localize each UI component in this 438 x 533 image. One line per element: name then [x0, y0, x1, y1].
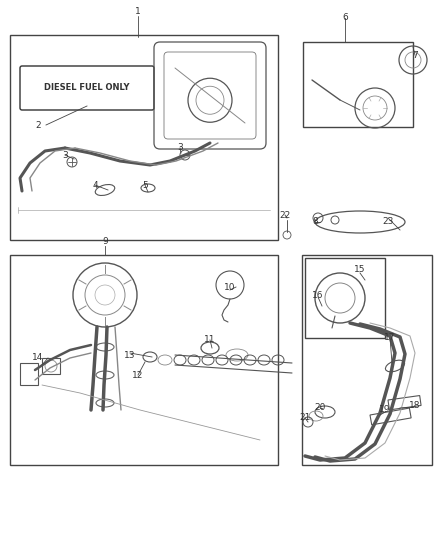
Text: 23: 23	[382, 217, 394, 227]
Text: 16: 16	[312, 290, 324, 300]
Text: 6: 6	[342, 13, 348, 22]
Text: 19: 19	[379, 406, 391, 415]
Text: 7: 7	[412, 51, 418, 60]
Text: 22: 22	[279, 211, 291, 220]
Text: 13: 13	[124, 351, 136, 359]
Bar	[303, 42, 413, 127]
Text: 14: 14	[32, 353, 44, 362]
Text: DIESEL FUEL ONLY: DIESEL FUEL ONLY	[44, 84, 130, 93]
Text: 9: 9	[102, 238, 108, 246]
Text: 12: 12	[132, 370, 144, 379]
Bar	[305, 258, 385, 338]
Bar	[10, 255, 278, 465]
Bar	[370, 408, 411, 425]
Text: 17: 17	[384, 334, 396, 343]
Text: 4: 4	[92, 181, 98, 190]
Text: 10: 10	[224, 284, 236, 293]
Bar	[302, 255, 432, 465]
Bar	[20, 363, 38, 385]
Text: 2: 2	[35, 120, 41, 130]
Bar	[42, 358, 60, 374]
Text: 11: 11	[204, 335, 216, 344]
Text: 3: 3	[62, 150, 68, 159]
Text: 21: 21	[299, 414, 311, 423]
Text: 20: 20	[314, 403, 326, 413]
Text: 18: 18	[409, 400, 421, 409]
Text: 15: 15	[354, 265, 366, 274]
Bar	[388, 395, 421, 410]
Text: 1: 1	[135, 7, 141, 17]
Bar	[10, 35, 278, 240]
Text: 3: 3	[177, 143, 183, 152]
Text: 5: 5	[142, 181, 148, 190]
Text: 8: 8	[312, 217, 318, 227]
